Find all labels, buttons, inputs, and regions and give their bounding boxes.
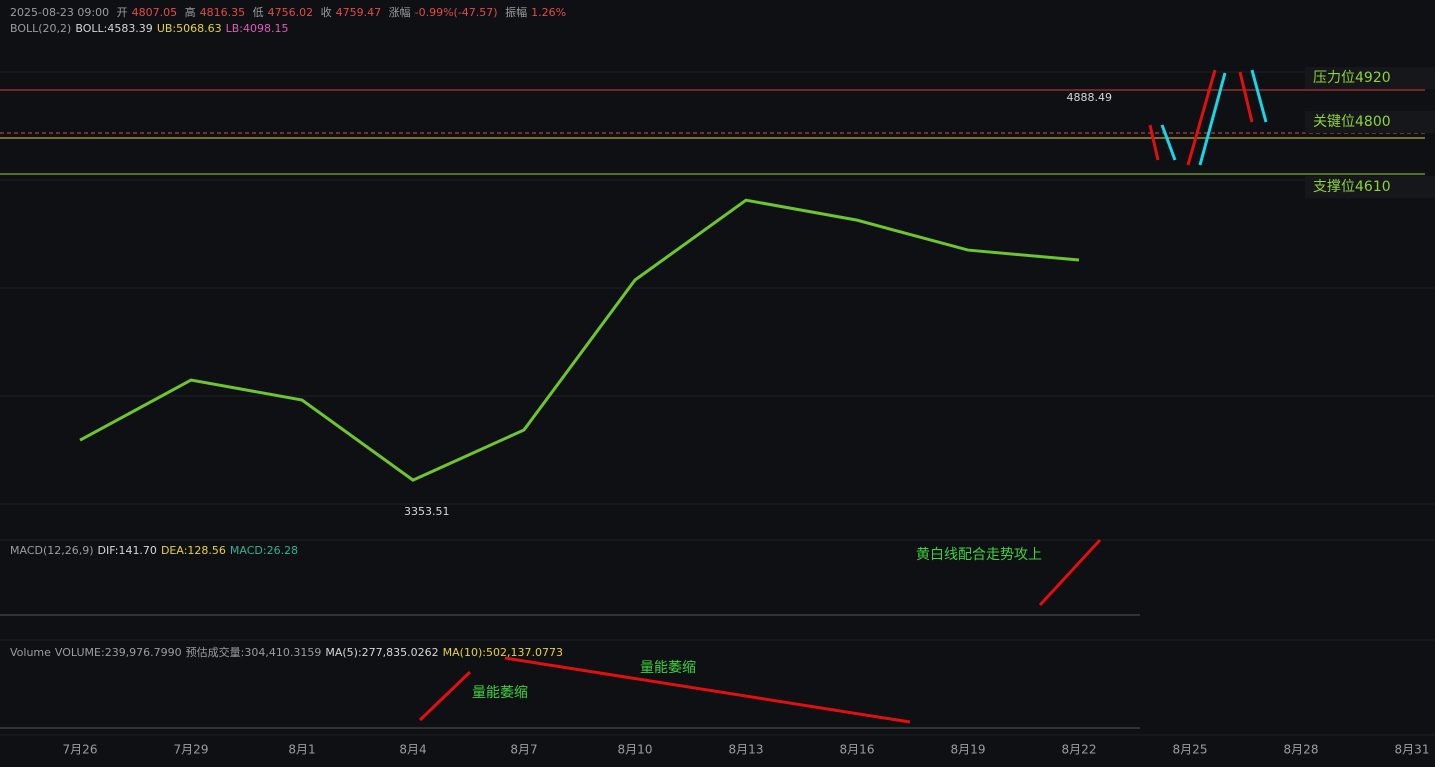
value: UB:5068.63 [156,22,222,35]
level-label: 关键位4800 [1305,111,1435,133]
label: 收 [320,6,332,19]
boll-row: BOLL(20,2) BOLL:4583.39 UB:5068.63 LB:4098.… [10,22,292,35]
arrows [418,69,1268,724]
value: MA(5):277,835.0262 [325,646,439,659]
value: BOLL:4583.39 [75,22,153,35]
annotation: 量能萎缩 [472,685,528,701]
value: 4807.05 [131,6,178,19]
x-tick-label: 8月19 [951,743,986,757]
x-tick-label: 8月25 [1173,743,1208,757]
x-tick-label: 8月4 [399,743,426,757]
x-tick-label: 7月26 [63,743,98,757]
x-tick-label: 8月22 [1062,743,1097,757]
extreme-label: 4888.49 [1067,91,1113,104]
label: 振幅 [505,6,528,19]
level-label: 压力位4920 [1305,67,1435,89]
volume-row: Volume VOLUME:239,976.7990 预估成交量:304,410.3… [10,644,567,660]
time: 2025-08-23 09:00 [10,6,110,19]
value: DEA:128.56 [160,544,226,557]
indicator-name[interactable]: BOLL(20,2) [10,22,72,35]
grid [0,71,1435,736]
ohlc-row: 2025-08-23 09:00 开 4807.05 高 4816.35 低 4756… [10,4,570,20]
value: 4816.35 [199,6,246,19]
x-tick-label: 8月7 [510,743,537,757]
value: 1.26% [531,6,567,19]
value: DIF:141.70 [97,544,157,557]
value: MACD:26.28 [229,544,299,557]
value: 4756.02 [267,6,314,19]
value: 4759.47 [335,6,382,19]
indicator-name[interactable]: Volume [10,646,51,659]
label: 开 [116,6,128,19]
macd-row: MACD(12,26,9) DIF:141.70 DEA:128.56 MACD:26… [10,544,302,557]
price-line [79,198,1080,482]
label: 涨幅 [388,6,411,19]
x-tick-label: 8月31 [1395,743,1430,757]
label: 低 [252,6,264,19]
x-tick-label: 8月1 [288,743,315,757]
x-tick-label: 7月29 [174,743,209,757]
extreme-label: 3353.51 [404,505,450,518]
indicator-name[interactable]: MACD(12,26,9) [10,544,94,557]
annotation: 量能萎缩 [640,660,696,676]
label: 高 [184,6,196,19]
value: MA(10):502,137.0773 [442,646,563,659]
level-label: 支撑位4610 [1305,176,1435,198]
x-tick-label: 8月10 [618,743,653,757]
value: LB:4098.15 [225,22,289,35]
annotation: 黄白线配合走势攻上 [916,547,1042,563]
value: -0.99%(-47.57) [414,6,498,19]
x-tick-label: 8月16 [840,743,875,757]
x-tick-label: 8月28 [1284,743,1319,757]
x-tick-label: 8月13 [729,743,764,757]
value: 预估成交量:304,410.3159 [185,646,322,659]
value: VOLUME:239,976.7990 [54,646,182,659]
